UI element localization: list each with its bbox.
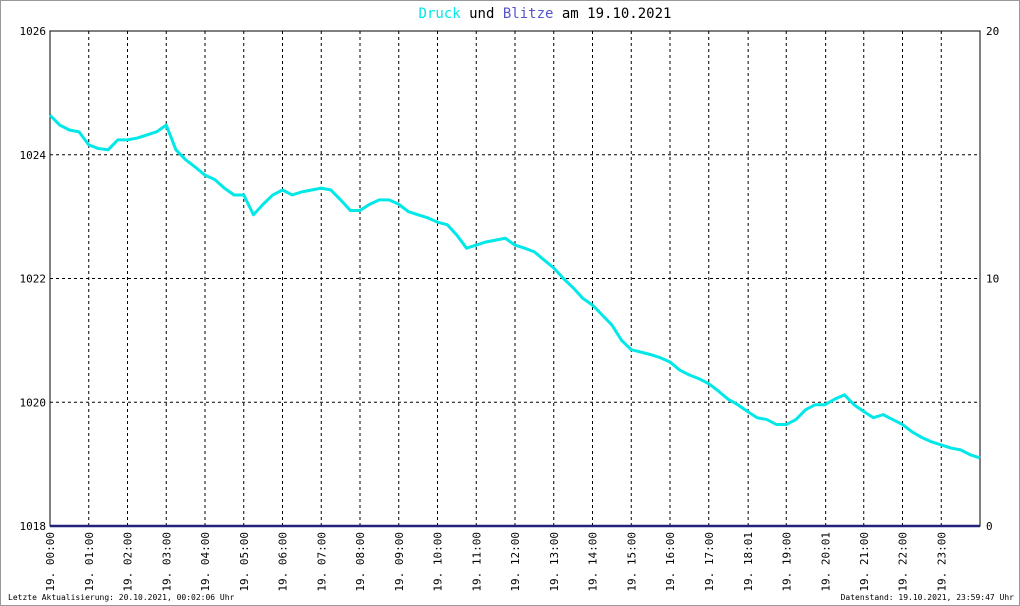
x-tick-label: 19. 21:00 bbox=[858, 532, 871, 592]
y-tick-label: 1022 bbox=[20, 273, 47, 286]
y2-tick-label: 10 bbox=[986, 273, 999, 286]
title-series: Blitze bbox=[503, 6, 554, 22]
y2-tick-label: 0 bbox=[986, 520, 993, 533]
x-tick-label: 19. 11:00 bbox=[470, 532, 483, 592]
x-tick-label: 19. 05:00 bbox=[238, 532, 251, 592]
x-tick-label: 19. 23:00 bbox=[935, 532, 948, 592]
x-tick-label: 19. 15:00 bbox=[625, 532, 638, 592]
x-tick-label: 19. 07:00 bbox=[315, 532, 328, 592]
x-tick-label: 19. 17:00 bbox=[703, 532, 716, 592]
x-tick-label: 19. 01:00 bbox=[83, 532, 96, 592]
x-tick-label: 19. 08:00 bbox=[354, 532, 367, 592]
x-tick-label: 19. 12:00 bbox=[509, 532, 522, 592]
x-tick-label: 19. 19:00 bbox=[780, 532, 793, 592]
x-tick-label: 19. 16:00 bbox=[664, 532, 677, 592]
chart-title: Druck und Blitze am 19.10.2021 bbox=[419, 6, 672, 22]
x-tick-label: 19. 20:01 bbox=[820, 532, 833, 592]
x-tick-label: 19. 00:00 bbox=[44, 532, 57, 592]
x-tick-label: 19. 13:00 bbox=[548, 532, 561, 592]
x-tick-label: 19. 18:01 bbox=[742, 532, 755, 592]
x-tick-label: 19. 04:00 bbox=[199, 532, 212, 592]
x-tick-label: 19. 02:00 bbox=[122, 532, 135, 592]
title-suffix: am 19.10.2021 bbox=[562, 6, 672, 22]
footer-right: Datenstand: 19.10.2021, 23:59:47 Uhr bbox=[841, 593, 1015, 602]
y-tick-label: 1024 bbox=[20, 149, 47, 162]
title-joiner: und bbox=[469, 6, 494, 22]
x-tick-label: 19. 06:00 bbox=[277, 532, 290, 592]
y-tick-label: 1020 bbox=[20, 396, 47, 409]
footer-left: Letzte Aktualisierung: 20.10.2021, 00:02… bbox=[8, 593, 235, 602]
x-tick-label: 19. 10:00 bbox=[432, 532, 445, 592]
x-tick-label: 19. 14:00 bbox=[587, 532, 600, 592]
x-tick-label: 19. 09:00 bbox=[393, 532, 406, 592]
x-tick-label: 19. 03:00 bbox=[160, 532, 173, 592]
y-tick-label: 1026 bbox=[20, 25, 47, 38]
y-tick-label: 1018 bbox=[20, 520, 47, 533]
title-series: Druck bbox=[419, 6, 462, 22]
series-line bbox=[48, 114, 981, 460]
x-tick-label: 19. 22:00 bbox=[897, 532, 910, 592]
y2-tick-label: 20 bbox=[986, 25, 999, 38]
